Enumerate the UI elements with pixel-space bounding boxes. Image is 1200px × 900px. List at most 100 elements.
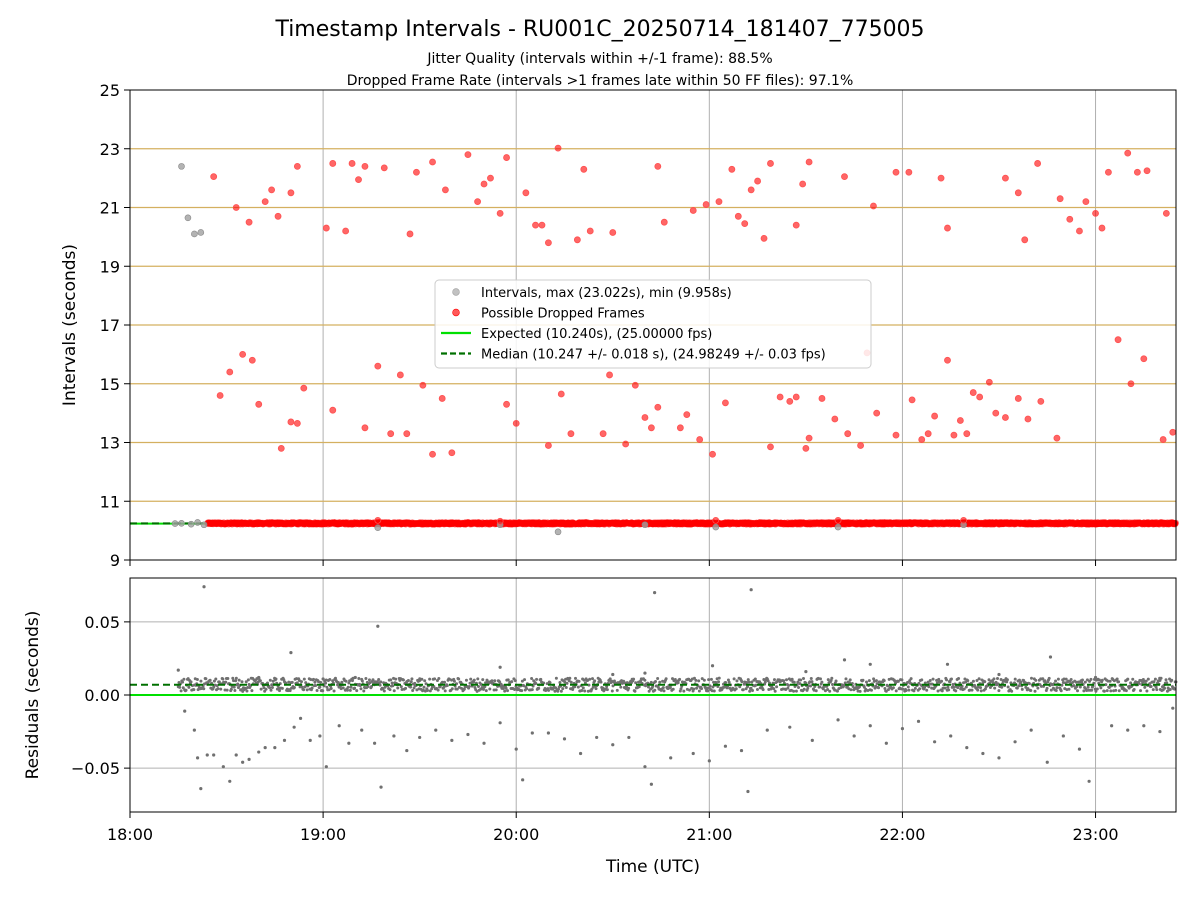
- dropped-frame-point: [841, 173, 848, 181]
- residual-baseline-point: [346, 685, 350, 689]
- residual-baseline-point: [280, 686, 284, 690]
- dropped-frame-point: [712, 516, 720, 524]
- residual-baseline-point: [426, 689, 430, 693]
- dropped-frame-point: [448, 449, 456, 457]
- residual-baseline-point: [467, 684, 471, 688]
- residual-baseline-point: [865, 680, 869, 684]
- residual-baseline-point: [357, 676, 361, 680]
- residual-baseline-point: [568, 676, 572, 680]
- residual-baseline-point: [302, 677, 306, 681]
- residual-baseline-point: [976, 688, 980, 692]
- dropped-frame-point: [573, 236, 581, 244]
- dropped-frame-point: [532, 221, 539, 229]
- dropped-frame-point: [767, 160, 774, 167]
- interval-point: [171, 520, 179, 527]
- residual-baseline-point: [208, 678, 212, 682]
- residual-baseline-point: [661, 686, 665, 690]
- dropped-frame-point: [580, 165, 588, 173]
- residual-baseline-point: [1100, 678, 1104, 682]
- dropped-frame-point: [702, 201, 710, 208]
- residual-baseline-point: [662, 689, 666, 693]
- residual-baseline-point: [548, 681, 552, 685]
- residual-baseline-point: [831, 682, 835, 686]
- residual-point: [228, 779, 232, 783]
- dropped-frame-point: [503, 400, 510, 408]
- interval-point: [200, 521, 208, 529]
- residual-baseline-point: [790, 677, 794, 681]
- interval-point: [712, 523, 720, 531]
- residual-baseline-point: [1000, 685, 1004, 689]
- residual-baseline-point: [216, 687, 220, 691]
- residual-baseline-point: [530, 688, 534, 692]
- residual-baseline-point: [772, 687, 776, 691]
- intervals-ytick-label: 13: [100, 434, 120, 453]
- residual-baseline-point: [983, 680, 987, 684]
- residual-baseline-point: [668, 686, 672, 690]
- dropped-frame-point: [442, 186, 449, 194]
- dropped-frame-point: [844, 430, 852, 438]
- residual-baseline-point: [569, 680, 573, 684]
- dropped-frame-point: [538, 221, 546, 229]
- residual-baseline-point: [966, 679, 970, 683]
- residual-baseline-point: [706, 689, 710, 693]
- residual-baseline-point: [490, 679, 494, 683]
- residual-baseline-point: [1102, 689, 1106, 693]
- residual-baseline-point: [1020, 687, 1024, 691]
- interval-point: [641, 521, 649, 529]
- residual-baseline-point: [423, 679, 427, 683]
- residual-baseline-point: [259, 687, 263, 691]
- legend-marker: [452, 288, 460, 296]
- dropped-frame-point: [754, 177, 761, 185]
- residual-baseline-point: [894, 689, 898, 693]
- residual-baseline-point: [861, 678, 865, 682]
- dropped-frame-point: [374, 362, 382, 370]
- dropped-frame-point: [805, 434, 813, 442]
- residual-baseline-point: [1143, 685, 1147, 689]
- residual-baseline-point: [189, 680, 193, 684]
- dropped-frame-point: [545, 442, 552, 449]
- residual-baseline-point: [682, 689, 686, 693]
- residual-baseline-point: [204, 677, 208, 681]
- residual-baseline-point: [340, 680, 344, 684]
- dropped-frame-point: [944, 356, 951, 364]
- residual-baseline-point: [202, 687, 206, 691]
- residual-baseline-point: [232, 685, 236, 689]
- residual-baseline-point: [775, 685, 779, 689]
- residual-point: [257, 750, 261, 754]
- dropped-frame-point: [329, 160, 337, 167]
- dropped-frame-point: [599, 430, 607, 438]
- residual-baseline-point: [658, 680, 662, 684]
- residual-baseline-point: [1059, 689, 1063, 693]
- residual-baseline-point: [977, 677, 981, 681]
- residual-point: [234, 753, 238, 757]
- dropped-frame-point: [654, 162, 662, 170]
- dropped-frame-point: [261, 198, 269, 206]
- residual-baseline-point: [269, 688, 273, 692]
- residual-baseline-point: [940, 689, 944, 693]
- residual-baseline-point: [1033, 689, 1037, 693]
- intervals-ytick-label: 17: [100, 316, 120, 335]
- intervals-ytick-label: 23: [100, 140, 120, 159]
- residual-baseline-point: [943, 686, 947, 690]
- residual-baseline-point: [353, 686, 357, 690]
- dropped-frame-point: [293, 162, 301, 170]
- dropped-frame-point: [1053, 434, 1061, 442]
- residual-baseline-point: [810, 680, 814, 684]
- residual-baseline-point: [362, 689, 366, 693]
- residual-baseline-point: [581, 686, 585, 690]
- residual-baseline-point: [653, 688, 657, 692]
- dropped-frame-point: [792, 393, 800, 401]
- residual-baseline-point: [270, 685, 274, 689]
- residual-baseline-point: [392, 689, 396, 693]
- residual-baseline-point: [346, 688, 350, 692]
- dropped-frame-point: [654, 403, 662, 411]
- residual-baseline-point: [379, 680, 383, 684]
- residual-baseline-point: [1131, 677, 1135, 681]
- residual-baseline-point: [712, 689, 716, 693]
- residual-baseline-point: [717, 676, 721, 680]
- residual-baseline-point: [996, 676, 1000, 680]
- intervals-ytick-label: 25: [100, 81, 120, 100]
- dropped-frame-point: [361, 162, 369, 170]
- residual-baseline-point: [1006, 685, 1010, 689]
- residual-baseline-point: [772, 678, 776, 682]
